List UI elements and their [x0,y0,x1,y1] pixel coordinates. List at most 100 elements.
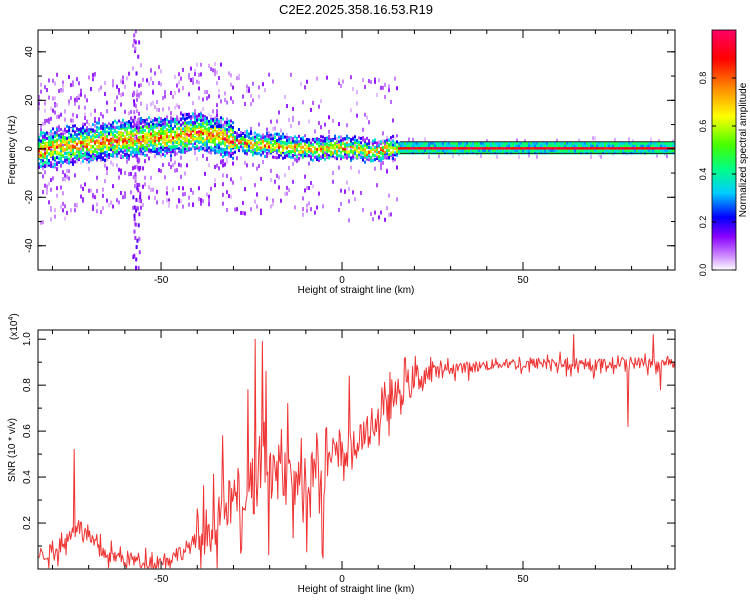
spectrogram-cell [84,131,86,135]
spectrogram-noise-cell [226,117,228,122]
spectrogram-cell [168,125,170,129]
spectrogram-cell [164,130,166,134]
spectrogram-cell [270,141,272,145]
spectrogram-cell [56,161,58,165]
spectrogram-cell [228,123,230,127]
spectrogram-noise-cell [356,101,358,106]
spectrogram-noise-cell [392,158,394,163]
spectrogram-heatmap [38,30,675,270]
spectrogram-noise-cell [72,118,74,123]
spectrogram-cell [294,149,296,153]
spectrogram-cell [78,130,80,134]
spectrogram-cell [150,136,152,140]
spectrogram-noise-cell [380,166,382,171]
spectrogram-cell [164,132,166,136]
spectrogram-noise-cell [314,210,316,215]
spectrogram-noise-cell [174,74,176,79]
spectrogram-cell [416,148,418,152]
spectrogram-cell [220,124,222,128]
spectrogram-cell [394,151,396,155]
spectrogram-cell [178,146,180,150]
spectrogram-cell [138,150,140,154]
spectrogram-cell [392,153,394,157]
spectrogram-noise-band-cell [137,121,140,126]
spectrogram-cell [156,120,158,124]
spectrogram-cell [128,131,130,135]
spectrogram-cell [366,154,368,158]
spectrogram-cell [626,146,628,150]
spectrogram-cell [76,147,78,151]
spectrogram-cell [196,120,198,124]
spectrogram-cell [668,141,670,145]
spectrogram-cell [58,136,60,140]
spectrogram-noise-band-cell [135,265,138,270]
spectrogram-cell [172,127,174,131]
spectrogram-noise-cell [182,204,184,209]
spectrogram-cell [82,140,84,144]
spectrogram-cell [418,144,420,148]
spectrogram-cell [186,147,188,151]
spectrogram-cell [152,127,154,131]
spectrogram-cell [168,145,170,149]
spectrogram-cell [110,123,112,127]
spectrogram-cell [52,127,54,131]
spectrogram-cell [134,139,136,143]
spectrogram-noise-cell [136,109,138,114]
spectrogram-noise-cell [114,99,116,104]
spectrogram-cell [638,141,640,145]
spectrogram-cell [580,141,582,145]
spectrogram-cell [502,144,504,148]
spectrogram-cell [124,140,126,144]
spectrogram-cell [376,156,378,160]
spectrogram-noise-cell [66,174,68,179]
spectrogram-cell [72,126,74,130]
spectrogram-cell [388,138,390,142]
spectrogram-cell [272,155,274,159]
spectrogram-cell [228,127,230,131]
spectrogram-cell [142,144,144,148]
spectrogram-cell [306,137,308,141]
spectrogram-cell [156,147,158,151]
spectrogram-noise-cell [130,171,132,176]
spectrogram-cell [114,146,116,150]
spectrogram-cell [50,151,52,155]
spectrogram-noise-cell [130,116,132,121]
spectrogram-cell [126,149,128,153]
spectrogram-cell [226,139,228,143]
spectrogram-noise-cell [118,167,120,172]
spectrogram-cell [42,137,44,141]
spectrogram-cell [638,146,640,150]
spectrogram-noise-cell [496,154,498,159]
spectrogram-noise-cell [268,131,270,136]
spectrogram-cell [602,144,604,148]
spectrogram-cell [112,154,114,158]
spectrogram-cell [370,155,372,159]
spectrogram-cell [636,141,638,145]
spectrogram-cell [158,147,160,151]
spectrogram-cell [340,135,342,139]
spectrogram-cell [374,158,376,162]
spectrogram-cell [510,148,512,152]
spectrogram-cell [506,144,508,148]
spectrogram-cell [164,117,166,121]
spectrogram-cell [222,141,224,145]
spectrogram-noise-band-cell [134,222,137,227]
spectrogram-cell [346,143,348,147]
spectrogram-cell [330,150,332,154]
spectrogram-cell [210,114,212,118]
spectrogram-cell [152,126,154,130]
spectrogram-cell [240,138,242,142]
spectrogram-cell [80,129,82,133]
spectrogram-cell [286,139,288,143]
spectrogram-cell [132,141,134,145]
spectrogram-cell [66,157,68,161]
spectrogram-noise-cell [198,72,200,77]
spectrogram-noise-cell [396,197,398,202]
spectrogram-cell [86,144,88,148]
spectrogram-cell [378,159,380,163]
spectrogram-cell [340,154,342,158]
spectrogram-cell [108,147,110,151]
spectrogram-cell [368,158,370,162]
spectrogram-noise-cell [192,80,194,85]
spectrogram-cell [202,116,204,120]
